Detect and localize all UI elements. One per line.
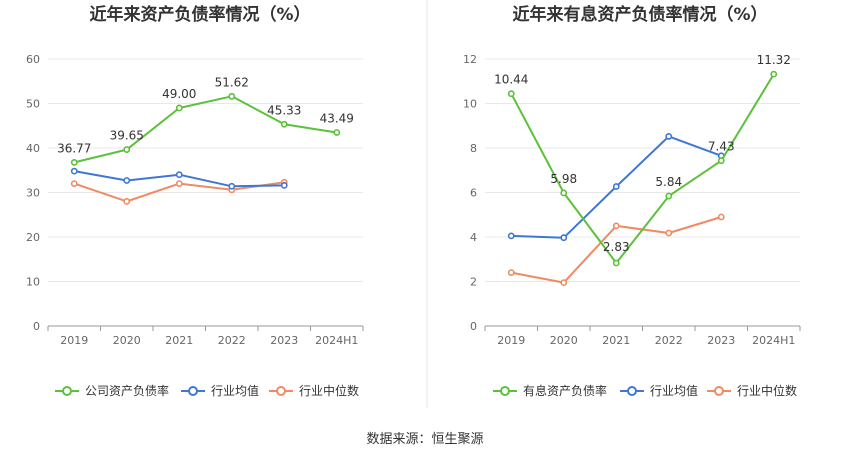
chart2-data-label-3: 5.84 xyxy=(655,175,682,189)
chart1-y-tick-2: 20 xyxy=(26,231,40,244)
chart2-series-0-point-4 xyxy=(717,157,725,165)
chart2-series-0-point-1 xyxy=(560,189,568,197)
chart1-series-0-line xyxy=(74,95,337,164)
chart1-series-0-point-3 xyxy=(228,92,236,100)
chart1-y-tick-1: 10 xyxy=(26,276,40,289)
chart1-title: 近年来资产负债率情况（%） xyxy=(89,4,310,25)
chart1-x-tick-3: 2022 xyxy=(218,334,246,347)
chart1-y-tick-4: 40 xyxy=(26,142,40,155)
chart2-series-0-point-0 xyxy=(507,90,515,98)
chart2-y-tick-0: 0 xyxy=(470,320,477,333)
chart2-series-1-point-3 xyxy=(665,133,673,140)
chart2-y-tick-3: 6 xyxy=(470,187,477,200)
chart2-series-2-point-1 xyxy=(560,279,568,287)
chart2-y-tick-4: 8 xyxy=(470,142,477,155)
chart1-data-label-5: 43.49 xyxy=(320,111,354,125)
chart1-series-0-point-5 xyxy=(333,129,341,136)
chart1-x-tick-5: 2024H1 xyxy=(315,334,358,347)
chart2-series-0-point-2 xyxy=(612,259,620,267)
chart1-data-label-0: 36.77 xyxy=(57,141,91,155)
chart1-legend-2-label: 行业中位数 xyxy=(299,383,359,398)
chart1-legend-1-label: 行业均值 xyxy=(211,383,259,398)
chart1-legend-1-marker xyxy=(188,386,198,396)
chart2-legend-1-marker xyxy=(627,386,637,396)
chart1-series-0-point-0 xyxy=(70,158,78,166)
chart1-x-tick-1: 2020 xyxy=(113,334,141,347)
chart2-legend-2-marker xyxy=(714,386,724,396)
chart2-series-1-point-0 xyxy=(507,232,515,240)
chart2-legend-0-marker xyxy=(500,386,510,396)
chart1-series-1-point-0 xyxy=(70,167,78,175)
chart2-x-tick-0: 2019 xyxy=(497,334,525,347)
chart2-data-label-0: 10.44 xyxy=(494,73,528,87)
chart1-y-tick-0: 0 xyxy=(33,320,40,333)
chart2-y-tick-6: 12 xyxy=(463,53,477,66)
chart2-y-tick-5: 10 xyxy=(463,98,477,111)
chart2-y-tick-2: 4 xyxy=(470,231,477,244)
chart2-title: 近年来有息资产负债率情况（%） xyxy=(512,4,767,25)
chart2-series-2-point-2 xyxy=(612,222,620,230)
chart1-legend-2-marker xyxy=(276,386,286,396)
chart2-series-0-line xyxy=(510,73,775,264)
chart1-y-tick-6: 60 xyxy=(26,53,40,66)
chart1-series-0-point-2 xyxy=(175,104,183,112)
chart1-y-tick-5: 50 xyxy=(26,98,40,111)
chart1-x-tick-4: 2023 xyxy=(270,334,298,347)
chart1-data-label-3: 51.62 xyxy=(215,75,249,89)
chart2-series-2-point-0 xyxy=(507,269,515,276)
chart1-data-label-2: 49.00 xyxy=(162,87,196,101)
chart1-series-1-point-1 xyxy=(123,177,131,184)
chart2-x-tick-5: 2024H1 xyxy=(752,334,795,347)
chart2-series-2-point-3 xyxy=(665,229,673,237)
chart2-legend-0-label: 有息资产负债率 xyxy=(523,383,607,398)
chart1-legend-0-marker xyxy=(62,386,72,396)
chart2-data-label-5: 11.32 xyxy=(757,53,791,67)
chart1-series-2-point-1 xyxy=(123,197,131,205)
chart1-x-tick-2: 2021 xyxy=(165,334,193,347)
chart2-data-label-2: 2.83 xyxy=(603,240,630,254)
chart1-series-1-point-4 xyxy=(280,181,288,189)
chart1-series-0-point-1 xyxy=(123,146,131,153)
chart2-series-0-point-3 xyxy=(665,192,673,200)
chart2-x-tick-2: 2021 xyxy=(602,334,630,347)
chart2-legend-2-label: 行业中位数 xyxy=(737,383,797,398)
chart1-x-tick-0: 2019 xyxy=(60,334,88,347)
chart1-y-tick-3: 30 xyxy=(26,187,40,200)
chart2-data-label-1: 5.98 xyxy=(550,172,577,186)
chart2-series-1-point-2 xyxy=(612,183,620,190)
chart1-series-1-point-2 xyxy=(175,171,183,179)
chart1-data-label-1: 39.65 xyxy=(110,129,144,143)
chart2-series-2-point-4 xyxy=(717,213,725,221)
chart2-series-1-point-1 xyxy=(560,234,568,242)
chart1-series-0-point-4 xyxy=(280,120,288,128)
chart1-series-2-point-0 xyxy=(70,180,78,187)
chart1-series-1-point-3 xyxy=(228,182,236,190)
data-source-note: 数据来源：恒生聚源 xyxy=(366,432,483,447)
chart2-legend-1-label: 行业均值 xyxy=(650,383,698,398)
chart1-series-2-point-2 xyxy=(175,180,183,187)
chart2-x-tick-1: 2020 xyxy=(550,334,578,347)
chart2-data-label-4: 7.43 xyxy=(708,140,735,154)
chart2-x-tick-4: 2023 xyxy=(707,334,735,347)
chart2-series-0-point-5 xyxy=(770,70,778,78)
chart1-legend-0-label: 公司资产负债率 xyxy=(85,383,169,398)
chart2-y-tick-1: 2 xyxy=(470,276,477,289)
chart2-x-tick-3: 2022 xyxy=(655,334,683,347)
chart1-data-label-4: 45.33 xyxy=(267,103,301,117)
